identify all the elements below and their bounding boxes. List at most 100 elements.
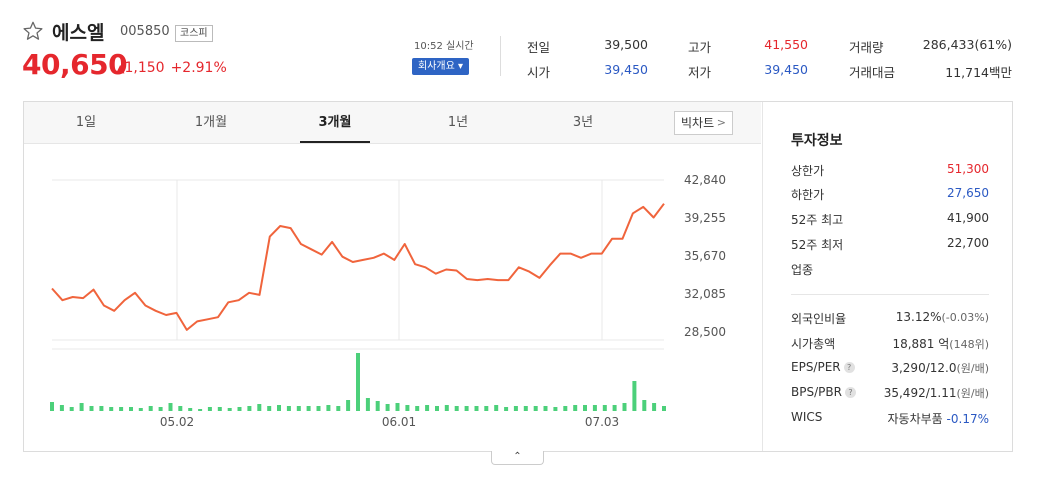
bps-row: BPS/PBR? 35,492/1.11(원/배) — [791, 385, 989, 403]
volume-bar — [247, 406, 252, 411]
low-label: 저가 — [688, 65, 712, 80]
volume-bar — [109, 407, 114, 411]
high-value: 41,550 — [764, 37, 808, 52]
volume-bar — [395, 403, 400, 411]
volume-bar — [286, 406, 291, 411]
volume-bar — [336, 406, 341, 411]
volume-bar — [198, 409, 203, 411]
volume-bar — [415, 406, 420, 411]
mcap-label: 시가총액 — [791, 337, 836, 351]
realtime-label: 10:52 실시간 — [414, 41, 474, 52]
volume-bar — [326, 405, 331, 411]
bps-unit: (원/배) — [956, 387, 989, 400]
eps-row: EPS/PER? 3,290/12.0(원/배) — [791, 360, 989, 378]
y-tick-label: 39,255 — [684, 211, 726, 225]
volume-bar — [59, 405, 64, 411]
volume-bar — [365, 398, 370, 411]
low52-label: 52주 최저 — [791, 238, 844, 252]
volume-bar — [573, 405, 578, 411]
volume-bar — [129, 407, 133, 411]
high52-value: 41,900 — [947, 211, 989, 225]
volume-bar — [533, 406, 538, 411]
bps-value: 35,492/1.11(원/배) — [884, 385, 989, 401]
volume-bar — [188, 408, 193, 411]
volume-bar — [306, 406, 311, 411]
volume-bar — [148, 406, 153, 411]
tab-1month[interactable]: 1개월 — [194, 115, 228, 130]
high52-row: 52주 최고 41,900 — [791, 211, 989, 229]
wics-sector[interactable]: 자동차부품 — [887, 412, 943, 426]
divider — [500, 36, 501, 76]
low-value: 39,450 — [764, 62, 808, 77]
volume-bar — [277, 405, 281, 411]
volume-label: 거래량 — [849, 40, 884, 55]
volume-bar — [346, 400, 351, 411]
info-title: 투자정보 — [791, 133, 843, 149]
y-tick-label: 32,085 — [684, 287, 726, 301]
volume-bar — [405, 405, 410, 411]
volume-bar — [652, 403, 657, 411]
wics-value: 자동차부품 -0.17% — [888, 410, 989, 427]
current-price: 40,650 — [22, 48, 128, 81]
x-tick-label: 07.03 — [585, 415, 619, 429]
stock-header: 에스엘 005850 코스피 40,650 ▲1,150 +2.91% 10:52… — [0, 0, 1046, 100]
eps-value: 3,290/12.0(원/배) — [891, 360, 989, 376]
tab-1day[interactable]: 1일 — [75, 115, 97, 130]
x-tick-label: 06.01 — [382, 415, 416, 429]
volume-bar — [642, 400, 647, 411]
mcap-row: 시가총액 18,881 억(148위) — [791, 335, 989, 353]
volume-bar — [504, 407, 509, 411]
volume-bar — [316, 406, 321, 411]
price-chart: 42,840 39,255 35,670 32,085 28,500 05.02 06.01… — [50, 173, 726, 429]
y-tick-label: 28,500 — [684, 325, 726, 339]
tab-1year[interactable]: 1년 — [447, 115, 469, 130]
volume-bar — [158, 407, 163, 411]
foreign-label: 외국인비율 — [791, 312, 847, 326]
investment-info: 투자정보 상한가 51,300 하한가 27,650 52주 최고 41,900… — [762, 102, 1013, 451]
volume-bar — [79, 403, 84, 411]
company-overview-button[interactable]: 회사개요 ▾ — [412, 58, 469, 75]
star-icon[interactable] — [22, 20, 44, 42]
help-icon[interactable]: ? — [844, 387, 856, 398]
upper-limit-row: 상한가 51,300 — [791, 162, 989, 180]
high-label: 고가 — [688, 40, 712, 55]
volume-bar — [356, 353, 360, 411]
market-badge: 코스피 — [175, 25, 213, 42]
y-tick-label: 42,840 — [684, 173, 726, 187]
change-rate: +2.91% — [170, 60, 227, 76]
chart-panel: 1일 1개월 3개월 1년 3년 빅차트 > 42,840 39,255 35,67… — [23, 101, 1013, 452]
chevron-up-icon: ⌃ — [513, 451, 522, 462]
amount-label: 거래대금 — [849, 65, 896, 80]
low52-row: 52주 최저 22,700 — [791, 236, 989, 254]
volume-bar — [385, 404, 390, 411]
prev-close-label: 전일 — [527, 40, 551, 55]
sector-row: 업종 — [791, 261, 989, 279]
volume-bar — [237, 407, 242, 411]
volume-bar — [494, 405, 499, 411]
sector-label: 업종 — [791, 263, 814, 277]
volume-bar — [484, 406, 489, 411]
change-amount: 1,150 — [124, 60, 165, 76]
volume-bar — [296, 406, 301, 411]
foreign-row: 외국인비율 13.12%(-0.03%) — [791, 310, 989, 328]
bigchart-button[interactable]: 빅차트 > — [674, 111, 733, 135]
volume-bar — [138, 408, 143, 411]
mcap-rank: (148위) — [949, 338, 989, 351]
collapse-button[interactable]: ⌃ — [491, 451, 544, 465]
bigchart-label: 빅차트 — [681, 116, 715, 130]
tab-3years[interactable]: 3년 — [572, 115, 594, 130]
eps-label: EPS/PER? — [791, 360, 855, 374]
y-tick-label: 35,670 — [684, 249, 726, 263]
prev-close-value: 39,500 — [604, 37, 648, 52]
mcap-amount: 18,881 억 — [892, 337, 950, 351]
volume-bar — [178, 406, 183, 411]
volume-bar — [50, 402, 54, 411]
open-label: 시가 — [527, 65, 551, 80]
volume-bar — [513, 406, 518, 411]
volume-bar — [474, 406, 479, 411]
wics-label: WICS — [791, 410, 823, 424]
help-icon[interactable]: ? — [843, 362, 855, 373]
foreign-ratio-change: (-0.03%) — [941, 311, 990, 324]
high52-label: 52주 최고 — [791, 213, 844, 227]
tab-3months[interactable]: 3개월 — [300, 102, 370, 143]
